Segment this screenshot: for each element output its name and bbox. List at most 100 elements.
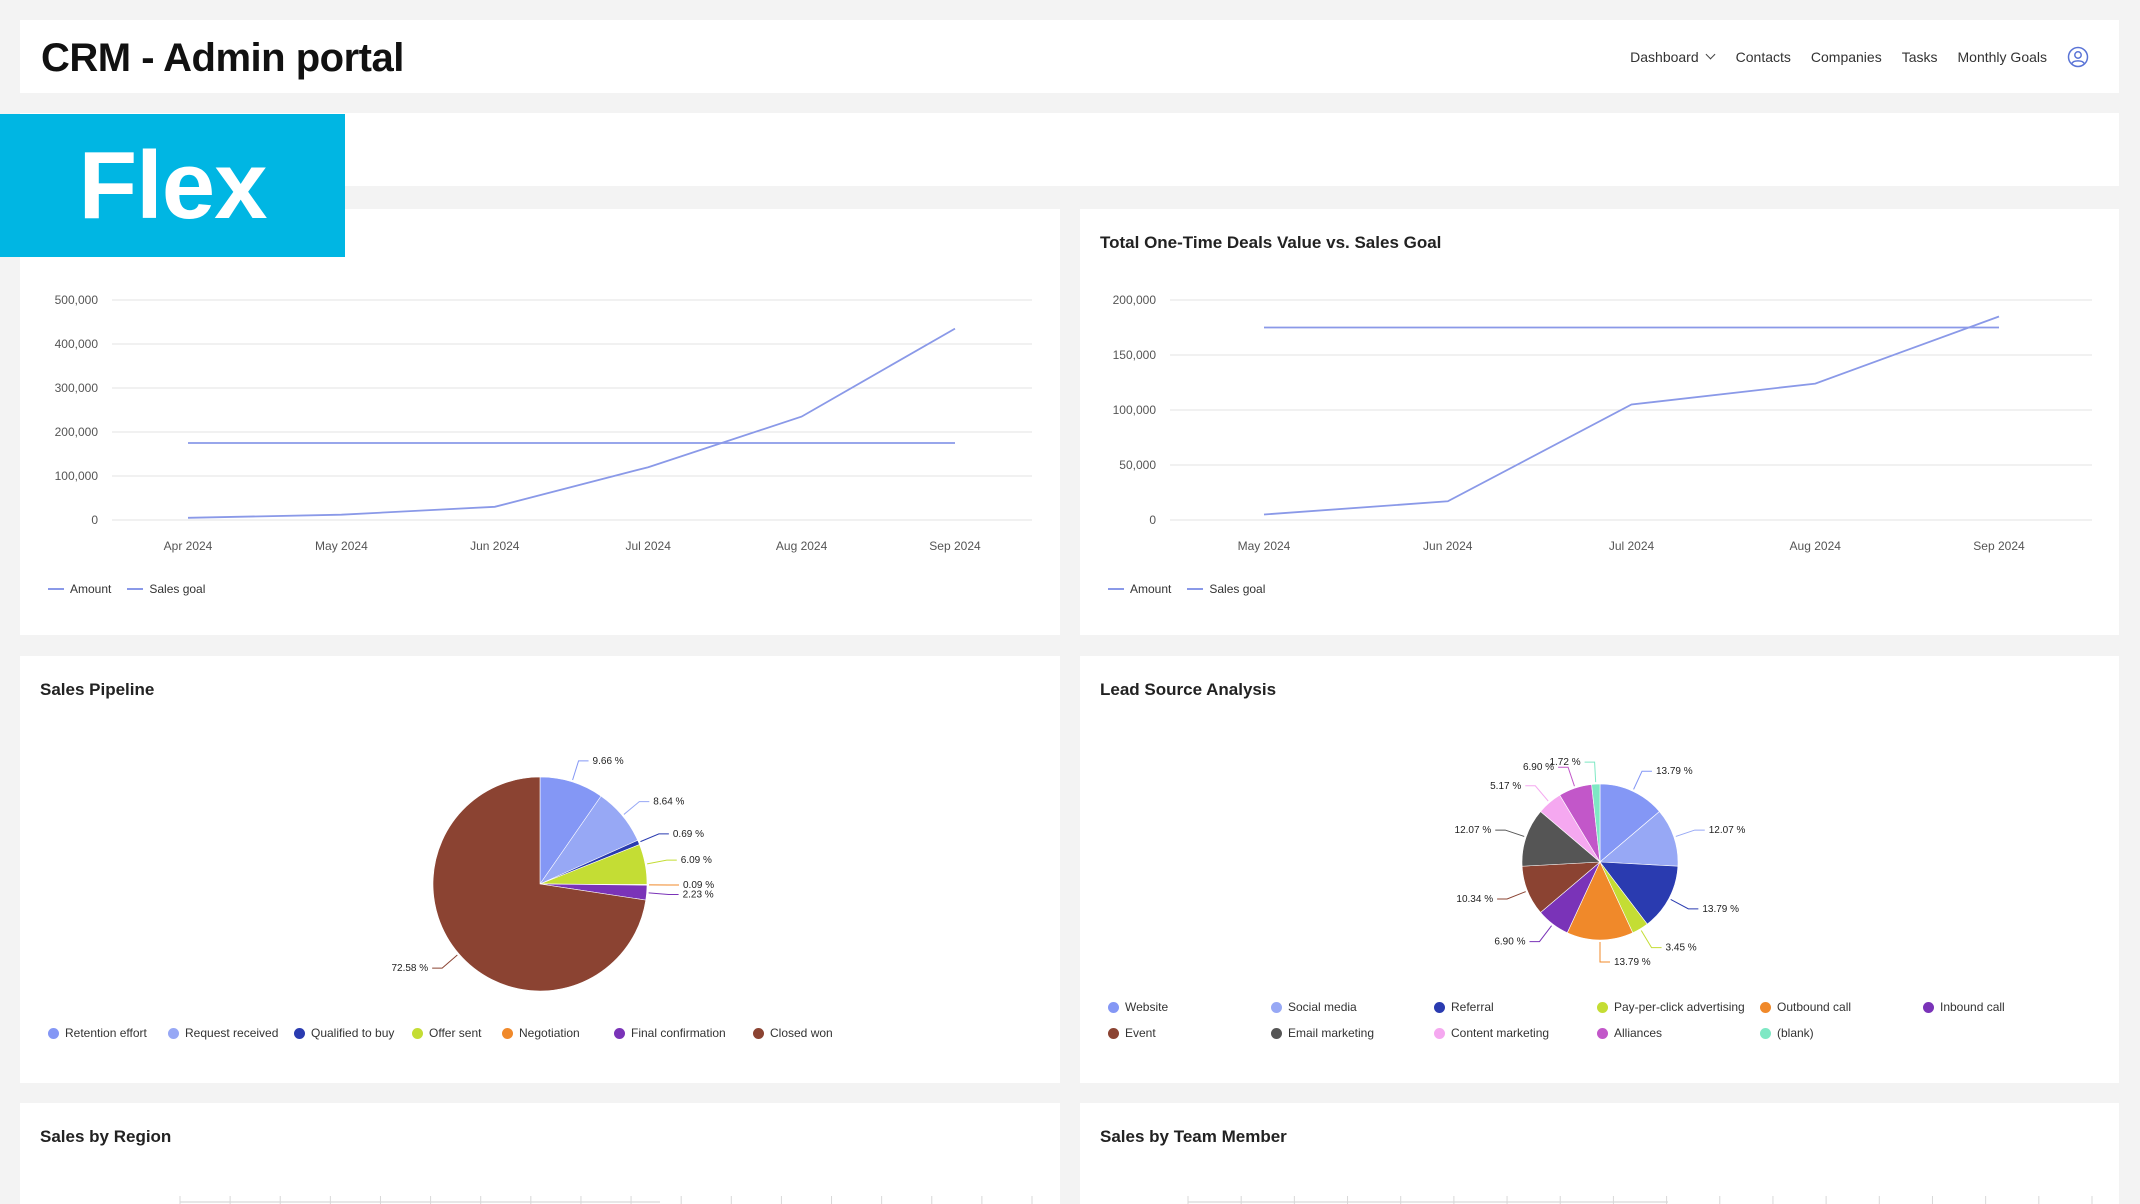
legend-label: Offer sent	[429, 1026, 482, 1040]
pie-label-leader	[1675, 829, 1705, 837]
legend-swatch	[1597, 1027, 1608, 1039]
nav-tasks[interactable]: Tasks	[1901, 48, 1938, 65]
pie-data-label: 8.64 %	[653, 797, 684, 808]
pie-slice	[432, 776, 647, 992]
legend-item[interactable]: (blank)	[1760, 1026, 1814, 1040]
x-tick-label: Jun 2024	[1423, 539, 1473, 553]
pie-data-label: 10.34 %	[1456, 894, 1493, 905]
pie-label-leader	[640, 833, 669, 843]
x-tick-label: Sep 2024	[929, 539, 981, 553]
pie-label-leader	[1558, 766, 1575, 787]
pie-label-leader	[648, 892, 679, 895]
legend-swatch	[48, 1027, 59, 1039]
pie-label-leader	[647, 859, 677, 865]
legend-item[interactable]: Event	[1108, 1026, 1156, 1040]
pie-label-leader	[1633, 770, 1652, 790]
y-tick-label: 100,000	[1113, 403, 1157, 417]
legend-item[interactable]: Final confirmation	[614, 1026, 726, 1040]
y-tick-label: 150,000	[1113, 348, 1157, 362]
chart-legend: Amount Sales goal	[48, 582, 205, 596]
y-tick-label: 200,000	[1113, 293, 1157, 307]
legend-swatch	[1108, 1027, 1119, 1039]
legend-swatch	[127, 588, 144, 590]
x-tick-label: Jun 2024	[470, 539, 520, 553]
x-tick-label: Apr 2024	[164, 539, 213, 553]
legend-label: Pay-per-click advertising	[1614, 1000, 1745, 1014]
legend-item[interactable]: Retention effort	[48, 1026, 147, 1040]
legend-label: Email marketing	[1288, 1026, 1375, 1040]
legend-item[interactable]: Inbound call	[1923, 1000, 2005, 1014]
legend-label: (blank)	[1777, 1026, 1814, 1040]
legend-item[interactable]: Request received	[168, 1026, 278, 1040]
legend-item[interactable]: Qualified to buy	[294, 1026, 394, 1040]
main-nav: Dashboard Contacts Companies Tasks Month…	[1630, 20, 2089, 93]
legend-item[interactable]: Outbound call	[1760, 1000, 1851, 1014]
legend-swatch	[1760, 1001, 1771, 1013]
chart-legend: Amount Sales goal	[1108, 582, 1265, 596]
x-tick-label: Sep 2024	[1973, 539, 2025, 553]
legend-item[interactable]: Website	[1108, 1000, 1168, 1014]
chart-legend: Website Social media Referral Pay-per-click…	[1108, 1000, 2108, 1060]
legend-item-sales-goal[interactable]: Sales goal	[1187, 582, 1265, 596]
legend-item-amount[interactable]: Amount	[1108, 582, 1171, 596]
card-title: Sales by Region	[40, 1127, 172, 1146]
nav-monthly-goals[interactable]: Monthly Goals	[1957, 48, 2047, 65]
legend-item[interactable]: Email marketing	[1271, 1026, 1374, 1040]
user-circle-icon[interactable]	[2067, 46, 2089, 68]
pie-chart: 13.79 % 12.07 % 13.79 % 3.45 % 13.79 % 6.90 %…	[1455, 757, 1746, 968]
card-title: Lead Source Analysis	[1100, 680, 1277, 699]
pie-slice	[1599, 861, 1679, 925]
pie-data-label: 72.58 %	[391, 963, 428, 974]
y-tick-label: 50,000	[1119, 458, 1156, 472]
pie-data-label: 13.79 %	[1614, 957, 1651, 968]
legend-label: Referral	[1451, 1000, 1494, 1014]
y-tick-label: 0	[1149, 513, 1156, 527]
legend-swatch	[1597, 1001, 1608, 1013]
sales-by-team-member-card: Sales by Team Member	[1080, 1103, 2119, 1204]
legend-item[interactable]: Social media	[1271, 1000, 1357, 1014]
pie-data-label: 3.45 %	[1666, 943, 1697, 954]
legend-swatch	[614, 1027, 625, 1039]
top-header: CRM - Admin portal Dashboard Contacts Co…	[20, 20, 2119, 93]
legend-label: Sales goal	[149, 582, 206, 596]
pie-data-label: 5.17 %	[1490, 781, 1521, 792]
legend-item-amount[interactable]: Amount	[48, 582, 111, 596]
y-tick-label: 500,000	[55, 293, 99, 307]
nav-companies[interactable]: Companies	[1810, 48, 1882, 65]
series-line-amount	[187, 327, 956, 519]
sales-by-region-card: Sales by Region	[20, 1103, 1060, 1204]
legend-label: Request received	[185, 1026, 279, 1040]
pie-data-label: 12.07 %	[1455, 825, 1492, 836]
legend-swatch	[48, 588, 64, 590]
card-title: Sales Pipeline	[40, 680, 155, 699]
legend-swatch	[1108, 1001, 1119, 1013]
pie-data-label: 6.90 %	[1523, 762, 1554, 773]
pie-slice	[1599, 811, 1679, 867]
legend-swatch	[1923, 1001, 1934, 1013]
legend-item[interactable]: Pay-per-click advertising	[1597, 1000, 1745, 1014]
legend-item[interactable]: Alliances	[1597, 1026, 1662, 1040]
chevron-down-icon	[1705, 49, 1716, 60]
nav-dashboard-label: Dashboard	[1630, 48, 1699, 65]
nav-contacts[interactable]: Contacts	[1735, 48, 1791, 65]
legend-swatch	[1434, 1027, 1445, 1039]
pie-data-label: 2.23 %	[683, 889, 714, 900]
legend-item[interactable]: Content marketing	[1434, 1026, 1549, 1040]
pie-chart: 9.66 % 8.64 % 0.69 % 6.09 % 0.09 %2.23 % 72.5…	[391, 756, 714, 992]
pie-label-leader	[1525, 785, 1549, 802]
nav-dashboard[interactable]: Dashboard	[1630, 49, 1716, 65]
filter-bar	[20, 113, 2119, 186]
x-tick-label: Aug 2024	[1790, 539, 1842, 553]
legend-label: Qualified to buy	[311, 1026, 395, 1040]
legend-label: Outbound call	[1777, 1000, 1852, 1014]
legend-item-sales-goal[interactable]: Sales goal	[127, 582, 205, 596]
legend-item[interactable]: Offer sent	[412, 1026, 481, 1040]
pie-data-label: 6.09 %	[681, 855, 712, 866]
legend-item[interactable]: Negotiation	[502, 1026, 580, 1040]
legend-item[interactable]: Closed won	[753, 1026, 833, 1040]
pie-data-label: 1.72 %	[1549, 757, 1580, 768]
legend-swatch	[1187, 588, 1204, 590]
onetime-deals-card: Total One-Time Deals Value vs. Sales Goa…	[1080, 209, 2119, 635]
legend-item[interactable]: Referral	[1434, 1000, 1494, 1014]
series-line-amount	[1263, 315, 2000, 516]
